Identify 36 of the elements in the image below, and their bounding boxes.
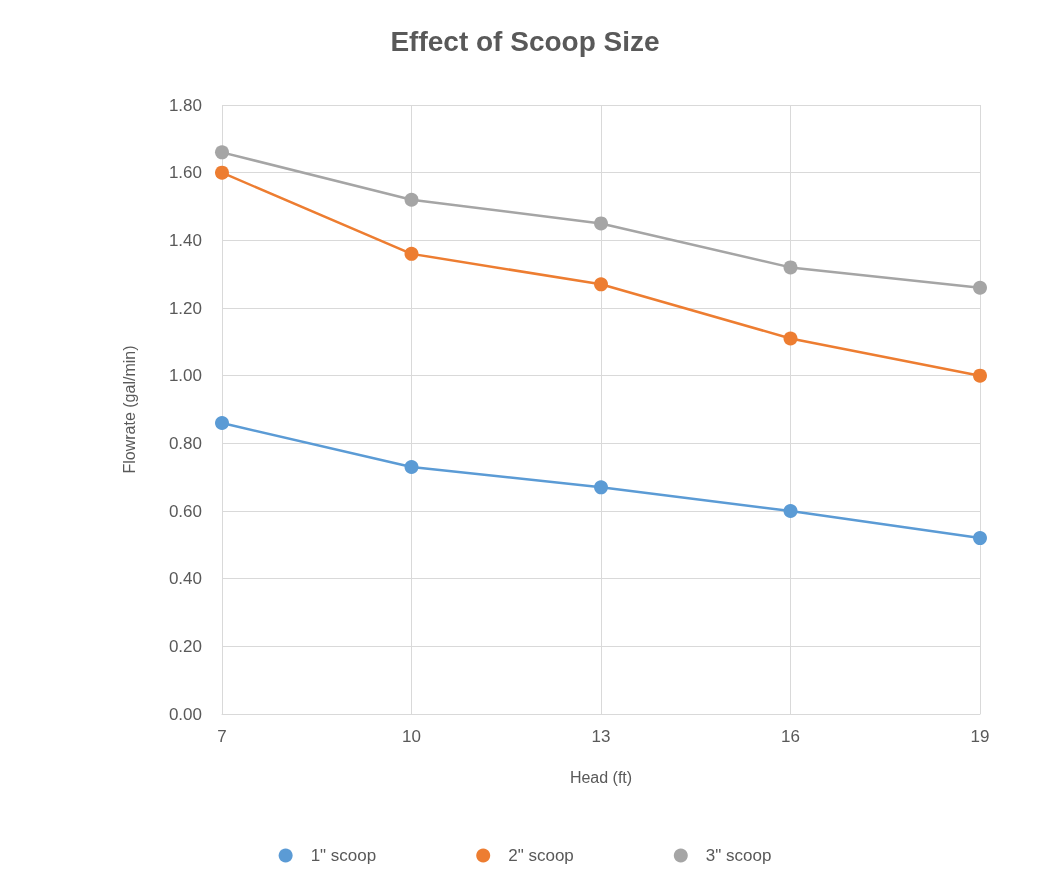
point [594, 480, 608, 495]
point [404, 192, 419, 207]
point [973, 531, 987, 546]
point [594, 216, 608, 231]
point [783, 260, 798, 275]
point [404, 460, 419, 475]
point [215, 416, 229, 431]
point [783, 504, 798, 518]
x-tick-label: 7 [217, 727, 227, 746]
x-tick-label: 19 [970, 727, 990, 746]
point [215, 165, 229, 180]
y-axis-title: Flowrate (gal/min) [120, 345, 138, 474]
legend-label: 3" scoop [705, 846, 772, 865]
x-tick-label: 16 [781, 727, 800, 746]
point [594, 277, 608, 292]
point [404, 246, 419, 261]
y-tick-label: 0.20 [168, 636, 202, 656]
x-tick-label: 13 [591, 727, 611, 746]
y-tick-label: 1.80 [168, 95, 202, 115]
point [973, 368, 987, 383]
point [973, 280, 987, 295]
y-tick-label: 1.00 [168, 366, 202, 386]
x-tick-label: 10 [402, 727, 421, 746]
chart-title: Effect of Scoop Size [390, 25, 660, 57]
y-tick-label: 1.20 [168, 298, 202, 318]
y-tick-label: 1.60 [168, 163, 202, 183]
y-tick-label: 0.80 [168, 433, 202, 453]
point [215, 145, 229, 160]
point [783, 331, 798, 346]
legend-label: 1" scoop [310, 846, 377, 865]
y-tick-label: 0.00 [168, 704, 202, 724]
legend-label: 2" scoop [508, 846, 574, 865]
y-tick-label: 0.60 [168, 501, 202, 521]
y-tick-label: 1.40 [168, 230, 202, 250]
x-axis-title: Head (ft) [569, 768, 633, 786]
y-tick-label: 0.40 [168, 569, 202, 589]
